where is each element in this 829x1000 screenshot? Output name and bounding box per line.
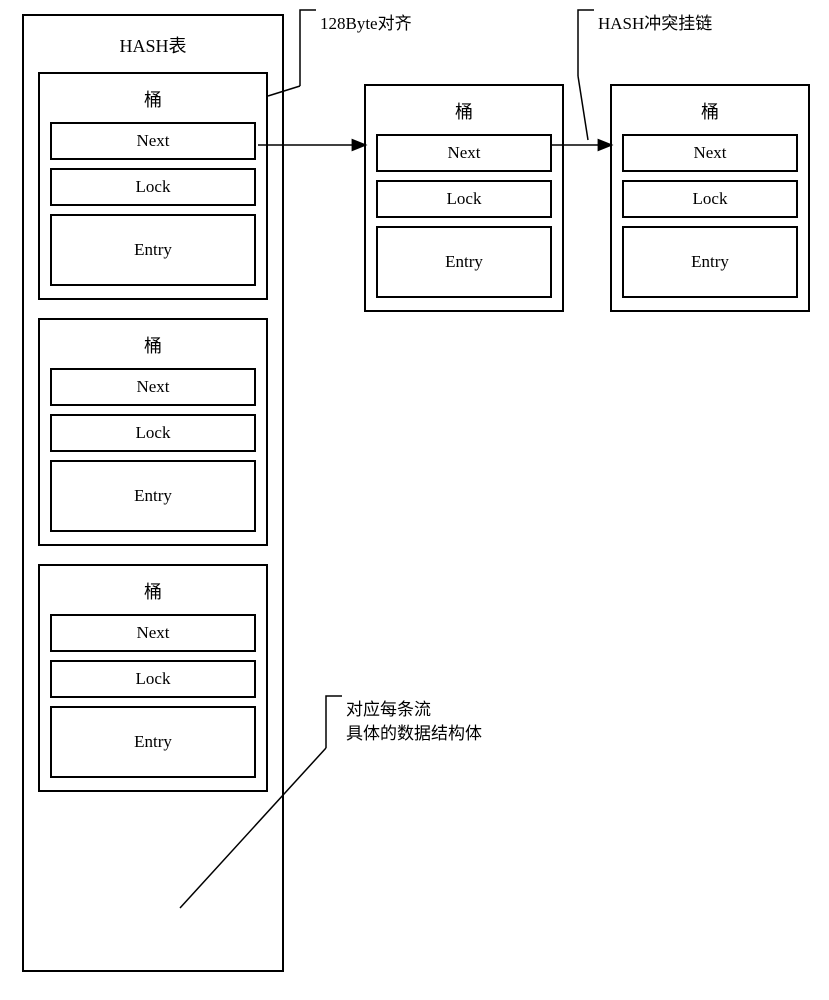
hash-table: HASH表 桶 Next Lock Entry 桶 Next Lock Entr…: [22, 14, 284, 972]
field-lock: Lock: [50, 660, 256, 698]
field-lock: Lock: [50, 414, 256, 452]
field-entry: Entry: [50, 214, 256, 286]
callout-collision: HASH冲突挂链: [598, 12, 712, 36]
callout-line1: 对应每条流: [346, 698, 482, 722]
bucket-title: 桶: [50, 332, 256, 358]
hash-table-title: HASH表: [38, 32, 268, 58]
callout-text: HASH冲突挂链: [598, 14, 712, 33]
callout-entry-note: 对应每条流 具体的数据结构体: [346, 698, 482, 746]
bucket-title: 桶: [622, 98, 798, 124]
field-entry: Entry: [376, 226, 552, 298]
callout-line2: 具体的数据结构体: [346, 722, 482, 746]
field-next: Next: [50, 368, 256, 406]
bucket-title: 桶: [50, 578, 256, 604]
chain-bucket-1: 桶 Next Lock Entry: [610, 84, 810, 312]
field-entry: Entry: [622, 226, 798, 298]
field-entry: Entry: [50, 706, 256, 778]
bucket-2: 桶 Next Lock Entry: [38, 564, 268, 792]
callout-collision-bracket: [576, 8, 596, 78]
field-next: Next: [622, 134, 798, 172]
callout-text: 128Byte对齐: [320, 14, 412, 33]
bucket-title: 桶: [50, 86, 256, 112]
callout-collision-line: [578, 76, 598, 146]
field-lock: Lock: [622, 180, 798, 218]
field-next: Next: [50, 122, 256, 160]
field-lock: Lock: [50, 168, 256, 206]
bucket-0: 桶 Next Lock Entry: [38, 72, 268, 300]
bucket-1: 桶 Next Lock Entry: [38, 318, 268, 546]
callout-alignment: 128Byte对齐: [320, 12, 412, 36]
field-lock: Lock: [376, 180, 552, 218]
callout-entry-bracket: [324, 694, 344, 750]
field-next: Next: [50, 614, 256, 652]
bucket-title: 桶: [376, 98, 552, 124]
chain-bucket-0: 桶 Next Lock Entry: [364, 84, 564, 312]
callout-alignment-bracket: [298, 8, 318, 88]
field-entry: Entry: [50, 460, 256, 532]
field-next: Next: [376, 134, 552, 172]
